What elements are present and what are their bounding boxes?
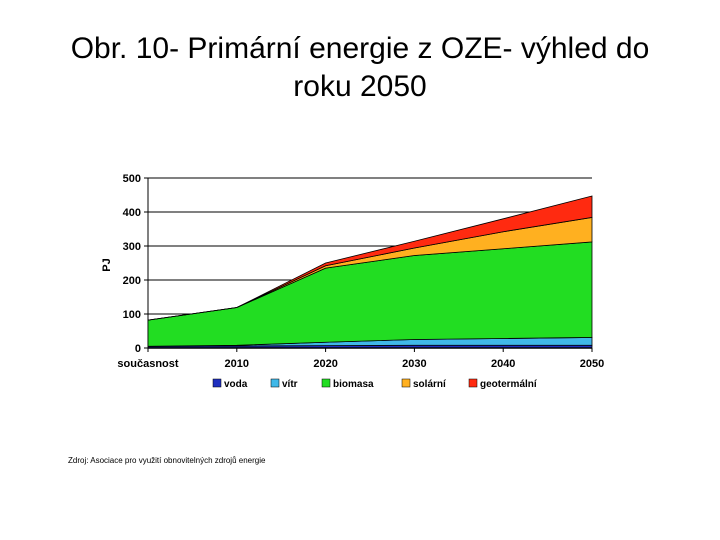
legend-label-biomasa: biomasa bbox=[333, 379, 374, 390]
y-tick-label: 300 bbox=[123, 241, 141, 253]
legend-swatch-biomasa bbox=[321, 378, 331, 388]
y-tick-label: 100 bbox=[123, 309, 141, 321]
legend-swatch-geotermální bbox=[468, 378, 478, 388]
slide-title: Obr. 10- Primární energie z OZE- výhled … bbox=[0, 30, 720, 106]
legend-label-solární: solární bbox=[413, 379, 447, 390]
x-tick-label: 2040 bbox=[491, 358, 515, 370]
stacked-area-chart: 0 100 200 300 400 500 PJ současnost 2010 2020 2030… bbox=[101, 173, 604, 390]
x-tick-label: 2050 bbox=[580, 358, 604, 370]
y-tick-label: 500 bbox=[123, 173, 141, 185]
y-tick-label: 0 bbox=[135, 343, 141, 355]
x-tick-label: 2010 bbox=[225, 358, 249, 370]
y-tick-label: 200 bbox=[123, 275, 141, 287]
legend-label-vítr: vítr bbox=[282, 379, 298, 390]
legend-swatch-vítr bbox=[270, 378, 280, 388]
y-tick-label: 400 bbox=[123, 207, 141, 219]
legend-label-geotermální: geotermální bbox=[480, 379, 538, 390]
source-note: Zdroj: Asociace pro využití obnovitelnýc… bbox=[68, 456, 266, 465]
x-tick-label: současnost bbox=[117, 358, 178, 370]
slide-title-line1: Obr. 10- Primární energie z OZE- výhled … bbox=[70, 32, 650, 65]
y-axis-label: PJ bbox=[101, 258, 113, 271]
legend-swatch-solární bbox=[401, 378, 411, 388]
x-tick-label: 2030 bbox=[402, 358, 426, 370]
legend-swatch-voda bbox=[212, 378, 222, 388]
slide-title-line2: roku 2050 bbox=[293, 70, 427, 103]
x-tick-label: 2020 bbox=[313, 358, 337, 370]
legend-label-voda: voda bbox=[224, 379, 248, 390]
area-geotermální bbox=[147, 195, 593, 321]
